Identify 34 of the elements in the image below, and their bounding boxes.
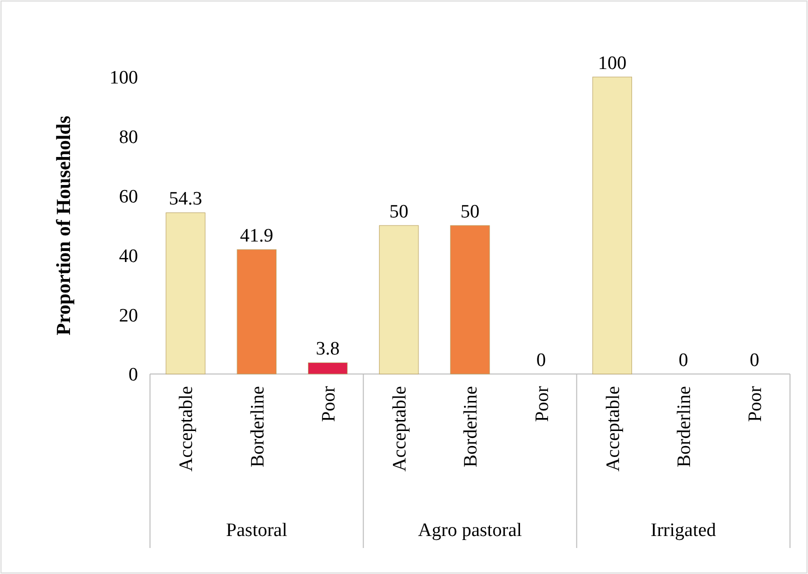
x-tick-label: Acceptable [390, 386, 411, 472]
x-tick-label: Acceptable [602, 386, 624, 472]
data-label: 0 [536, 350, 546, 371]
data-label: 0 [678, 350, 688, 371]
data-label: 100 [598, 53, 626, 74]
bar [308, 362, 348, 374]
text: Pastoral [226, 520, 288, 541]
bar [236, 249, 276, 374]
y-tick-label: 40 [119, 246, 138, 267]
bar [379, 225, 419, 374]
y-tick-label: 20 [119, 305, 138, 326]
x-tick-label: Poor [318, 385, 340, 422]
x-tick-label: Borderline [674, 386, 695, 468]
y-axis-title: Proportion of Households [53, 115, 75, 336]
data-label: 0 [750, 350, 760, 371]
y-tick-label: 100 [110, 68, 138, 89]
text: Agro pastoral [418, 520, 522, 541]
x-tick-label: Borderline [460, 386, 482, 468]
x-tick-label: Acceptable [176, 386, 198, 472]
y-tick-label: 0 [128, 364, 138, 386]
bar [166, 212, 206, 374]
data-label: 50 [460, 202, 480, 222]
x-tick-label: Poor [745, 385, 766, 422]
data-label: 50 [389, 202, 408, 222]
data-label: 41.9 [240, 226, 274, 247]
bar [592, 76, 632, 374]
data-label: 54.3 [168, 188, 202, 210]
text: Irrigated [650, 520, 717, 541]
x-tick-label: Borderline [247, 386, 268, 468]
y-tick-label: 80 [119, 127, 138, 148]
x-tick-label: Poor [532, 385, 553, 422]
bar [450, 225, 490, 374]
y-tick-label: 60 [119, 186, 138, 208]
data-label: 3.8 [316, 338, 340, 360]
